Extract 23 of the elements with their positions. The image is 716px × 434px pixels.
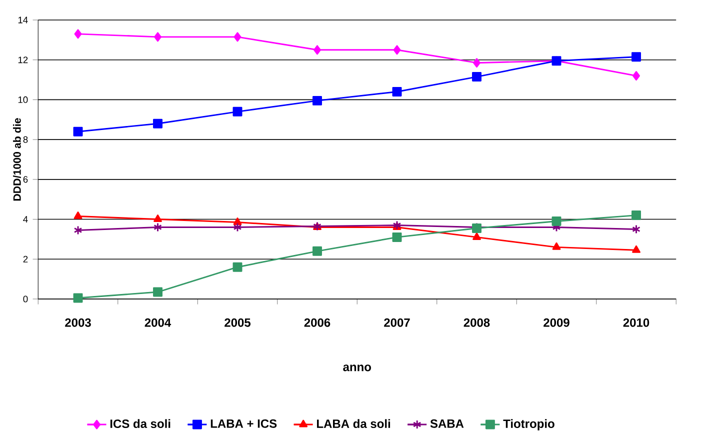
x-tick-label: 2006 <box>304 318 330 327</box>
y-tick-label: 4 <box>23 216 28 222</box>
x-tick-label: 2005 <box>224 318 251 327</box>
y-tick-label: 12 <box>18 56 28 64</box>
legend-label: LABA + ICS <box>210 419 277 428</box>
y-tick-label: 2 <box>23 256 28 262</box>
x-tick-label: 2009 <box>544 318 570 327</box>
x-axis-title: anno <box>343 364 371 372</box>
x-tick-label: 2008 <box>464 318 490 327</box>
y-tick-label: 14 <box>18 16 28 24</box>
legend-label: SABA <box>430 419 464 428</box>
x-tick-label: 2010 <box>623 318 650 327</box>
y-tick-label: 10 <box>18 96 28 104</box>
y-axis-title: DDD/1000 ab die <box>13 118 21 201</box>
legend-label: LABA da soli <box>317 419 390 428</box>
y-tick-label: 8 <box>23 136 28 143</box>
legend-label: Tiotropio <box>503 419 554 430</box>
legend-label: ICS da soli <box>110 419 170 428</box>
x-tick-label: 2007 <box>384 318 410 327</box>
y-tick-label: 0 <box>23 296 28 302</box>
y-tick-label: 6 <box>23 176 28 183</box>
x-tick-label: 2003 <box>65 318 91 327</box>
x-tick-label: 2004 <box>144 318 172 327</box>
